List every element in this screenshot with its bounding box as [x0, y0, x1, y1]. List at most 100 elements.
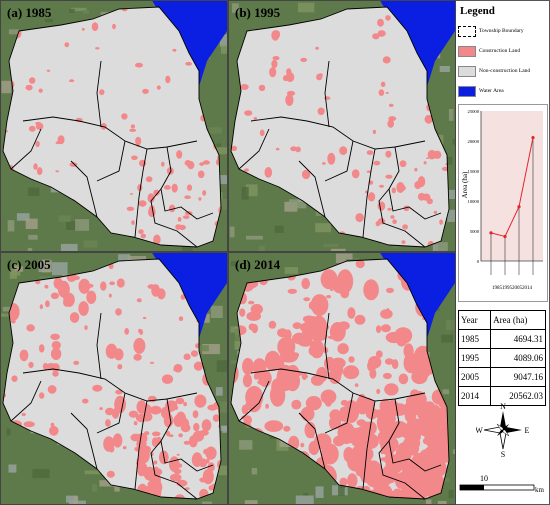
township-boundary — [378, 440, 426, 500]
legend-item-construction: Construction Land — [458, 41, 546, 61]
map-panel-2005: (c) 2005 — [0, 252, 228, 505]
township-boundary — [324, 392, 354, 434]
scale-unit: km — [535, 486, 545, 494]
township-boundary — [70, 160, 98, 218]
township-boundary — [134, 148, 148, 238]
chart-axes — [480, 111, 543, 262]
legend-item-boundary: Township Boundary — [458, 21, 546, 41]
table-cell-area: 20562.03 — [490, 386, 546, 406]
table-header-row: Year Area (ha) — [457, 310, 546, 330]
township-boundary — [324, 312, 330, 380]
north-arrow: N S E W — [475, 402, 530, 459]
township-boundary — [22, 368, 198, 402]
table-cell-area: 4694.31 — [490, 329, 546, 349]
township-boundary — [250, 368, 426, 402]
map-svg — [1, 1, 227, 251]
township-boundary — [150, 188, 198, 248]
legend-item-water: Water Area — [458, 81, 546, 101]
table-row: 1985 4694.31 — [457, 329, 546, 349]
legend-swatch-water — [458, 85, 476, 97]
legend-label: Water Area — [479, 88, 504, 94]
legend-item-nonconstruction: Non-construction Land — [458, 61, 546, 81]
y-axis-label: Area (ha) — [461, 171, 469, 198]
township-boundary — [160, 398, 214, 472]
township-boundary — [324, 140, 354, 182]
panel-label: (a) 1985 — [7, 5, 52, 20]
compass-w: W — [476, 426, 483, 435]
area-chart-svg: Area (ha) 1985199520052014 0 5000 10000 150… — [461, 109, 543, 291]
y-tick-label: 10000 — [468, 199, 480, 204]
non-construction-land — [231, 7, 449, 247]
township-boundary — [96, 60, 102, 128]
x-tick-labels: 1985199520052014 — [492, 286, 533, 291]
township-boundary — [96, 140, 126, 182]
map-panel-1995: (b) 1995 — [228, 0, 456, 252]
township-boundary — [378, 188, 426, 248]
y-tick-label: 5000 — [470, 229, 480, 234]
township-boundary — [388, 398, 442, 472]
township-boundary — [2, 6, 222, 248]
township-boundary — [298, 412, 326, 470]
table-cell-area: 4089.06 — [490, 348, 546, 368]
legend-swatch-boundary — [458, 25, 476, 37]
table-cell-year: 2005 — [457, 367, 492, 387]
township-boundary — [230, 258, 450, 500]
legend-swatch-nonconstruction — [458, 65, 476, 77]
township-boundary — [298, 160, 326, 218]
data-point-1995 — [503, 234, 507, 239]
legend: Legend Township Boundary Construction La… — [458, 5, 546, 101]
map-svg — [229, 1, 455, 251]
township-boundary — [362, 148, 376, 238]
township-boundary — [70, 412, 98, 470]
township-boundary — [388, 146, 442, 220]
panel-label: (d) 2014 — [235, 257, 281, 272]
map-panel-1985: (a) 1985 — [0, 0, 228, 252]
y-tick-label: 0 — [477, 259, 480, 264]
township-boundary — [150, 440, 198, 500]
township-boundary — [362, 400, 376, 490]
township-boundary — [134, 400, 148, 490]
compass-s: S — [501, 450, 505, 457]
township-boundary — [2, 258, 222, 500]
map-svg — [1, 253, 227, 504]
table-row: 2005 9047.16 — [457, 367, 546, 387]
table-row: 2014 20562.03 — [457, 386, 546, 406]
area-chart: Area (ha) 1985199520052014 0 5000 10000 150… — [458, 104, 548, 302]
panel-label: (c) 2005 — [7, 257, 51, 272]
legend-title: Legend — [460, 5, 495, 17]
non-construction-land — [3, 259, 221, 499]
township-boundary — [230, 6, 450, 248]
legend-label: Township Boundary — [479, 28, 524, 34]
township-boundary — [250, 116, 426, 150]
township-boundary — [238, 380, 270, 422]
table-header-year: Year — [457, 310, 492, 330]
table-row: 1995 4089.06 — [457, 348, 546, 368]
map-svg — [229, 253, 455, 504]
panel-label: (b) 1995 — [235, 5, 281, 20]
map-panel-2014: (d) 2014 — [228, 252, 456, 505]
y-tick-label: 25000 — [468, 109, 480, 114]
township-boundary — [10, 128, 42, 170]
side-column: Legend Township Boundary Construction La… — [456, 0, 548, 503]
y-tick-label: 15000 — [468, 169, 480, 174]
table-header-area: Area (ha) — [490, 310, 546, 330]
legend-swatch-construction — [458, 45, 476, 57]
y-tick-label: 20000 — [468, 139, 480, 144]
township-boundary — [324, 60, 330, 128]
township-boundary — [96, 392, 126, 434]
data-point-2014 — [531, 136, 535, 140]
legend-label: Non-construction Land — [479, 68, 531, 74]
table-cell-year: 1995 — [457, 348, 492, 368]
table-cell-area: 9047.16 — [490, 367, 546, 387]
compass-rose-icon: N S E W — [475, 402, 529, 459]
township-boundary — [96, 312, 102, 380]
scale-bar-svg: 10 km — [459, 474, 545, 494]
scale-bar: 10 km — [458, 470, 546, 500]
township-boundary — [238, 128, 270, 170]
table-cell-year: 1985 — [457, 329, 492, 349]
area-table-grid: Year Area (ha) 1985 4694.31 1995 4089.06… — [457, 310, 546, 406]
table-cell-year: 2014 — [457, 386, 492, 406]
plot-area — [481, 111, 543, 261]
data-point-1985 — [489, 231, 493, 235]
data-point-2005 — [517, 205, 521, 209]
